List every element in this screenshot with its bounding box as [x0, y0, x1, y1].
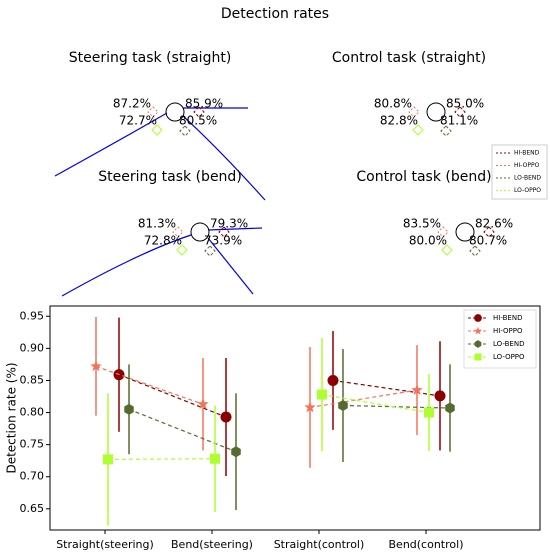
rate-label: 85.9% — [185, 97, 223, 111]
marker — [304, 401, 316, 413]
series-line — [332, 379, 441, 397]
y-tick-label: 0.80 — [20, 406, 45, 419]
panel-title: Control task (straight) — [332, 50, 486, 66]
legend-label: LO-BEND — [514, 175, 541, 182]
series-line — [95, 365, 204, 405]
target-diamond — [437, 226, 449, 238]
target-diamond — [147, 106, 159, 118]
rate-label: 80.5% — [179, 114, 217, 128]
series-line — [118, 374, 227, 418]
y-tick-label: 0.95 — [20, 309, 45, 322]
x-tick-label: Bend(control) — [389, 538, 464, 551]
x-tick-label: Bend(steering) — [171, 538, 253, 551]
target-diamond — [441, 244, 453, 256]
rate-label: 85.0% — [446, 97, 484, 111]
marker — [90, 360, 102, 372]
series-line — [107, 458, 216, 460]
legend-label: HI-OPPO — [514, 162, 540, 169]
series-line — [342, 404, 451, 409]
x-tick-label: Straight(steering) — [56, 538, 154, 551]
figure-title: Detection rates — [221, 6, 329, 22]
rate-label: 82.8% — [380, 114, 418, 128]
rate-label: 80.8% — [374, 97, 412, 111]
panel-title: Control task (bend) — [356, 169, 491, 185]
marker — [210, 453, 220, 464]
y-tick-label: 0.65 — [20, 502, 45, 515]
target-diamond — [469, 245, 481, 257]
rate-label: 83.5% — [403, 217, 441, 231]
marker — [317, 389, 327, 400]
y-tick-label: 0.85 — [20, 373, 45, 386]
legend-label: LO-OPPO — [493, 353, 525, 361]
legend-label: HI-BEND — [514, 150, 540, 157]
road — [61, 234, 192, 297]
target-diamond — [440, 125, 452, 137]
panel-title: Steering task (straight) — [69, 50, 232, 66]
rate-label: 80.0% — [409, 234, 447, 248]
y-axis-label: Detection rate (%) — [5, 362, 19, 473]
target-diamond — [151, 124, 163, 136]
legend-label: LO-OPPO — [514, 187, 541, 194]
y-tick-label: 0.70 — [20, 470, 45, 483]
driver-circle — [165, 102, 185, 122]
x-tick-label: Straight(control) — [274, 538, 365, 551]
driver-circle — [190, 222, 210, 242]
marker — [424, 407, 434, 418]
panel-title: Steering task (bend) — [98, 169, 242, 185]
marker — [231, 446, 241, 458]
y-tick-label: 0.75 — [20, 438, 45, 451]
legend-label: HI-OPPO — [493, 327, 523, 335]
series-line — [128, 408, 237, 453]
target-diamond — [179, 125, 191, 137]
marker — [411, 384, 423, 395]
rate-label: 82.6% — [475, 217, 513, 231]
target-diamond — [204, 245, 216, 257]
rate-label: 81.1% — [440, 114, 478, 128]
legend-label: LO-BEND — [493, 340, 524, 348]
marker — [434, 390, 446, 402]
marker — [220, 411, 232, 423]
plot-frame — [49, 305, 541, 531]
road — [207, 237, 254, 295]
rate-label: 72.8% — [144, 234, 182, 248]
marker — [474, 314, 482, 322]
driver-circle — [426, 102, 446, 122]
marker — [474, 326, 482, 335]
rate-label: 80.7% — [469, 234, 507, 248]
road — [207, 227, 263, 231]
legend-label: HI-BEND — [493, 314, 522, 322]
marker — [474, 353, 482, 361]
rate-label: 81.3% — [138, 217, 176, 231]
road — [54, 112, 168, 177]
y-tick-label: 0.90 — [20, 341, 45, 354]
marker — [474, 340, 482, 348]
road-lines — [54, 107, 266, 297]
marker — [124, 403, 134, 415]
marker — [445, 402, 455, 414]
rate-label: 73.9% — [204, 234, 242, 248]
rate-label: 72.7% — [119, 114, 157, 128]
target-diamond — [408, 106, 420, 118]
driver-circle — [455, 222, 475, 242]
target-diamond — [412, 124, 424, 136]
marker — [338, 399, 348, 411]
target-diamond — [172, 226, 184, 238]
marker — [103, 454, 113, 465]
rate-label: 87.2% — [113, 97, 151, 111]
road — [182, 115, 266, 201]
target-diamond — [176, 244, 188, 256]
marker — [327, 374, 339, 386]
marker — [197, 398, 209, 410]
rate-label: 79.3% — [210, 217, 248, 231]
